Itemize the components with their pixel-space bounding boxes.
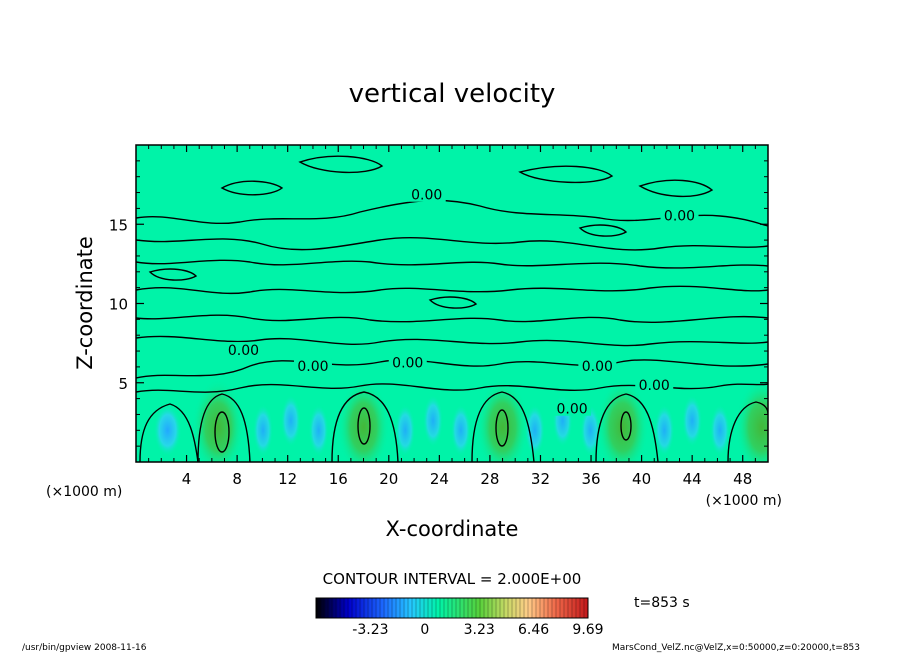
colorbar-tick-label: 0 bbox=[420, 622, 429, 638]
updraft-region bbox=[596, 379, 649, 462]
time-label: t=853 s bbox=[634, 595, 690, 611]
y-axis-ticks: 5 10 15 bbox=[109, 160, 768, 447]
contour-line bbox=[620, 411, 632, 441]
x-axis-unit-right: (×1000 m) bbox=[706, 493, 782, 509]
updraft-region bbox=[192, 379, 245, 462]
colorbar-tick-label: 3.23 bbox=[464, 622, 495, 638]
contour-line bbox=[638, 179, 714, 198]
downdraft-region bbox=[280, 394, 301, 447]
contour-line bbox=[136, 335, 768, 347]
x-tick-label: 20 bbox=[379, 470, 398, 488]
contour-label-bg bbox=[635, 376, 674, 392]
contour-line bbox=[471, 391, 535, 462]
colorbar-fill bbox=[315, 597, 589, 619]
contour-line bbox=[357, 407, 371, 445]
contour-line bbox=[518, 165, 614, 184]
x-tick-label: 24 bbox=[430, 470, 449, 488]
chart-title: vertical velocity bbox=[349, 79, 556, 109]
x-tick-label: 4 bbox=[182, 470, 192, 488]
contour-line bbox=[331, 391, 399, 462]
downdraft-region bbox=[253, 404, 274, 457]
contour-label-bg bbox=[224, 342, 263, 358]
contour-label: 0.00 bbox=[556, 402, 587, 418]
contour-line bbox=[148, 268, 198, 281]
contour-line bbox=[578, 224, 628, 237]
contour-label: 0.00 bbox=[392, 356, 423, 372]
contour-line bbox=[595, 393, 659, 462]
x-tick-label: 12 bbox=[278, 470, 297, 488]
x-tick-label: 44 bbox=[683, 470, 702, 488]
contour-line bbox=[495, 409, 509, 447]
y-tick-label: 10 bbox=[109, 296, 128, 314]
y-tick-label: 15 bbox=[109, 216, 128, 234]
contour-line bbox=[428, 296, 478, 309]
contour-interval-label: CONTOUR INTERVAL = 2.000E+00 bbox=[323, 570, 582, 588]
contour-labels: 0.00 0.00 0.00 0.00 0.00 0.00 0.00 0.00 bbox=[224, 186, 699, 418]
x-tick-label: 48 bbox=[733, 470, 752, 488]
contour-label: 0.00 bbox=[228, 343, 259, 359]
x-tick-label: 28 bbox=[480, 470, 499, 488]
colorbar: -3.23 0 3.23 6.46 9.69 bbox=[315, 597, 604, 638]
plot-area: 0.000.000.000.00 0.00 0.000.000.00 4 8 12 16 2… bbox=[109, 144, 769, 488]
updraft-region bbox=[735, 379, 768, 462]
footer-right: MarsCond_VelZ.nc@VelZ,x=0:50000,z=0:2000… bbox=[612, 643, 860, 653]
contour-line bbox=[136, 285, 768, 295]
contour-line bbox=[727, 401, 768, 462]
contour-line bbox=[136, 314, 768, 323]
contour-line bbox=[136, 383, 768, 393]
x-axis-label: X-coordinate bbox=[386, 517, 519, 541]
velocity-field bbox=[153, 379, 768, 462]
x-axis-ticks: 4 8 12 16 20 24 28 32 36 40 44 48 bbox=[148, 145, 756, 488]
contour-label: 0.00 bbox=[582, 359, 613, 375]
colorbar-ticks: -3.23 0 3.23 6.46 9.69 bbox=[352, 622, 603, 638]
contour-label-bg bbox=[578, 357, 617, 373]
downdraft-region bbox=[682, 394, 703, 447]
x-tick-label: 8 bbox=[232, 470, 242, 488]
contour-lines bbox=[136, 155, 768, 462]
downdraft-region bbox=[450, 404, 471, 457]
colorbar-stripes bbox=[319, 598, 585, 618]
colorbar-tick-label: 6.46 bbox=[518, 622, 549, 638]
downdraft-region bbox=[580, 404, 601, 457]
footer-left: /usr/bin/gpview 2008-11-16 bbox=[22, 643, 147, 653]
downdraft-region bbox=[709, 404, 730, 457]
downdraft-region bbox=[423, 394, 444, 447]
y-axis-label: Z-coordinate bbox=[73, 236, 97, 370]
downdraft-region bbox=[153, 404, 182, 457]
contour-line bbox=[298, 155, 384, 174]
x-tick-label: 40 bbox=[632, 470, 651, 488]
x-tick-label: 36 bbox=[581, 470, 600, 488]
colorbar-tick-label: 9.69 bbox=[572, 622, 603, 638]
contour-line bbox=[139, 403, 199, 462]
contour-label-bg bbox=[293, 357, 332, 373]
x-axis-unit-left: (×1000 m) bbox=[46, 484, 122, 500]
contour-label-bg bbox=[407, 186, 446, 202]
downdraft-region bbox=[395, 404, 416, 457]
colorbar-tick-label: -3.23 bbox=[352, 622, 388, 638]
x-tick-label: 32 bbox=[531, 470, 550, 488]
contour-line bbox=[220, 180, 284, 196]
updraft-region bbox=[337, 379, 390, 462]
contour-label: 0.00 bbox=[411, 188, 442, 204]
contour-line bbox=[197, 393, 251, 462]
contour-label-bg bbox=[660, 207, 699, 223]
contour-label: 0.00 bbox=[297, 359, 328, 375]
downdraft-region bbox=[654, 404, 675, 457]
contour-line bbox=[136, 259, 768, 269]
downdraft-region bbox=[524, 404, 545, 457]
contour-line bbox=[136, 237, 768, 251]
downdraft-region bbox=[308, 404, 329, 457]
contour-line bbox=[136, 359, 768, 379]
contour-label: 0.00 bbox=[664, 208, 695, 224]
x-tick-label: 16 bbox=[329, 470, 348, 488]
contour-label-bg bbox=[553, 400, 592, 416]
contour-label: 0.00 bbox=[639, 378, 670, 394]
y-tick-label: 5 bbox=[118, 375, 128, 393]
contour-label-bg bbox=[388, 354, 427, 370]
contour-line bbox=[214, 411, 230, 453]
